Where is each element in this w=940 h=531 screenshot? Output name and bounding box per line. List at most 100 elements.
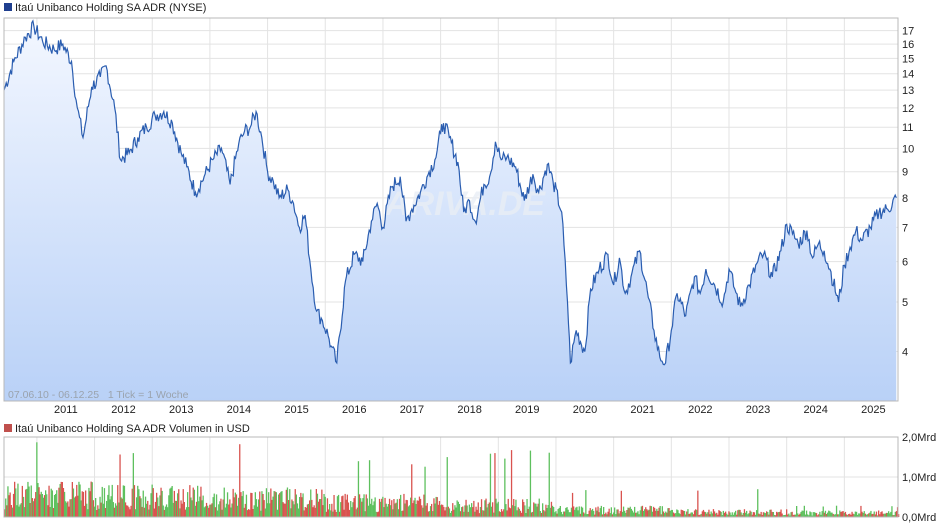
volume-bar (118, 502, 120, 517)
volume-bar (685, 514, 687, 517)
volume-bar (319, 499, 321, 517)
volume-bar (656, 508, 658, 517)
volume-bar (497, 501, 499, 517)
volume-bar (232, 488, 234, 517)
volume-bar (154, 501, 157, 517)
price-x-tick-label: 2016 (342, 404, 366, 416)
volume-bar (747, 514, 749, 517)
volume-bar (233, 497, 235, 517)
volume-bar (586, 514, 588, 517)
volume-bar (81, 491, 83, 517)
volume-bar (419, 498, 422, 517)
volume-bar (672, 512, 675, 517)
volume-bar (412, 503, 414, 517)
volume-bar (770, 509, 772, 517)
volume-bar (14, 481, 16, 517)
volume-bar (65, 501, 67, 517)
volume-bar (262, 494, 264, 517)
volume-bar (58, 487, 60, 517)
volume-bar (544, 511, 546, 517)
volume-bar (746, 510, 748, 517)
volume-bar (226, 492, 229, 517)
volume-bar (717, 514, 719, 517)
volume-bar (489, 453, 492, 517)
volume-bar (278, 494, 280, 517)
volume-bar (436, 497, 438, 517)
volume-bar (40, 491, 42, 517)
volume-bar (136, 497, 138, 517)
volume-bar (364, 511, 366, 517)
volume-bar (766, 511, 768, 517)
volume-bar (360, 498, 362, 517)
volume-bar (303, 510, 305, 517)
volume-bar (640, 506, 642, 517)
volume-bar (294, 489, 296, 517)
volume-bar (756, 510, 758, 517)
volume-bar (128, 507, 130, 517)
volume-bar (394, 503, 396, 517)
price-x-axis: 2011 2012 2013 2014 2015 2016 2017 2018 2019 2020… (54, 404, 886, 416)
volume-bar (626, 510, 628, 517)
volume-bar (402, 510, 404, 517)
volume-bar (854, 511, 856, 517)
volume-bar (302, 493, 304, 517)
volume-bar (37, 483, 39, 517)
volume-bar (777, 512, 779, 517)
volume-bar (632, 512, 635, 517)
volume-bar (784, 514, 787, 517)
volume-bar (32, 501, 35, 517)
volume-bar (120, 497, 122, 517)
volume-bar (563, 511, 565, 517)
volume-bar (52, 508, 55, 517)
volume-bar (593, 510, 595, 517)
volume-bar (404, 503, 406, 517)
volume-bar (324, 496, 326, 517)
volume-bar (468, 504, 470, 517)
volume-bar (629, 506, 631, 517)
volume-bar (244, 503, 246, 517)
volume-bar (791, 511, 793, 517)
volume-bar (792, 514, 794, 517)
volume-bar (455, 507, 457, 517)
volume-bar (47, 505, 49, 517)
volume-bar (142, 490, 144, 517)
volume-bar (261, 491, 263, 517)
volume-bar (180, 500, 182, 517)
volume-bar (601, 514, 604, 517)
volume-bar (520, 512, 523, 517)
volume-bar (61, 482, 63, 517)
volume-y-tick-label: 0,0Mrd (902, 512, 936, 524)
volume-bar (538, 498, 540, 517)
volume-bar (647, 510, 649, 517)
volume-bar (767, 512, 769, 517)
volume-bar (112, 502, 114, 517)
volume-bar (355, 509, 357, 517)
volume-bar (465, 499, 467, 517)
volume-bar (320, 499, 322, 517)
volume-bar (162, 505, 164, 517)
volume-bar (341, 496, 343, 517)
price-x-tick-label: 2015 (284, 404, 308, 416)
volume-bar (655, 510, 657, 517)
volume-bar (851, 511, 853, 517)
volume-bar (425, 505, 427, 517)
volume-bar (657, 510, 659, 517)
volume-bar (189, 485, 191, 517)
volume-bar (743, 509, 746, 517)
volume-bar (51, 490, 53, 517)
volume-bar (840, 512, 842, 517)
volume-bar (693, 510, 696, 517)
volume-bar (223, 487, 225, 517)
volume-bar (527, 509, 529, 517)
volume-bar (153, 508, 155, 517)
volume-bar (70, 499, 72, 517)
volume-bar (515, 499, 517, 517)
volume-bar (451, 510, 453, 517)
volume-bar (662, 511, 665, 517)
volume-bar (19, 504, 21, 517)
volume-bar (439, 505, 442, 517)
volume-bar (252, 509, 254, 517)
volume-bar (310, 489, 312, 517)
volume-bar (414, 497, 416, 517)
price-x-tick-label: 2022 (688, 404, 712, 416)
